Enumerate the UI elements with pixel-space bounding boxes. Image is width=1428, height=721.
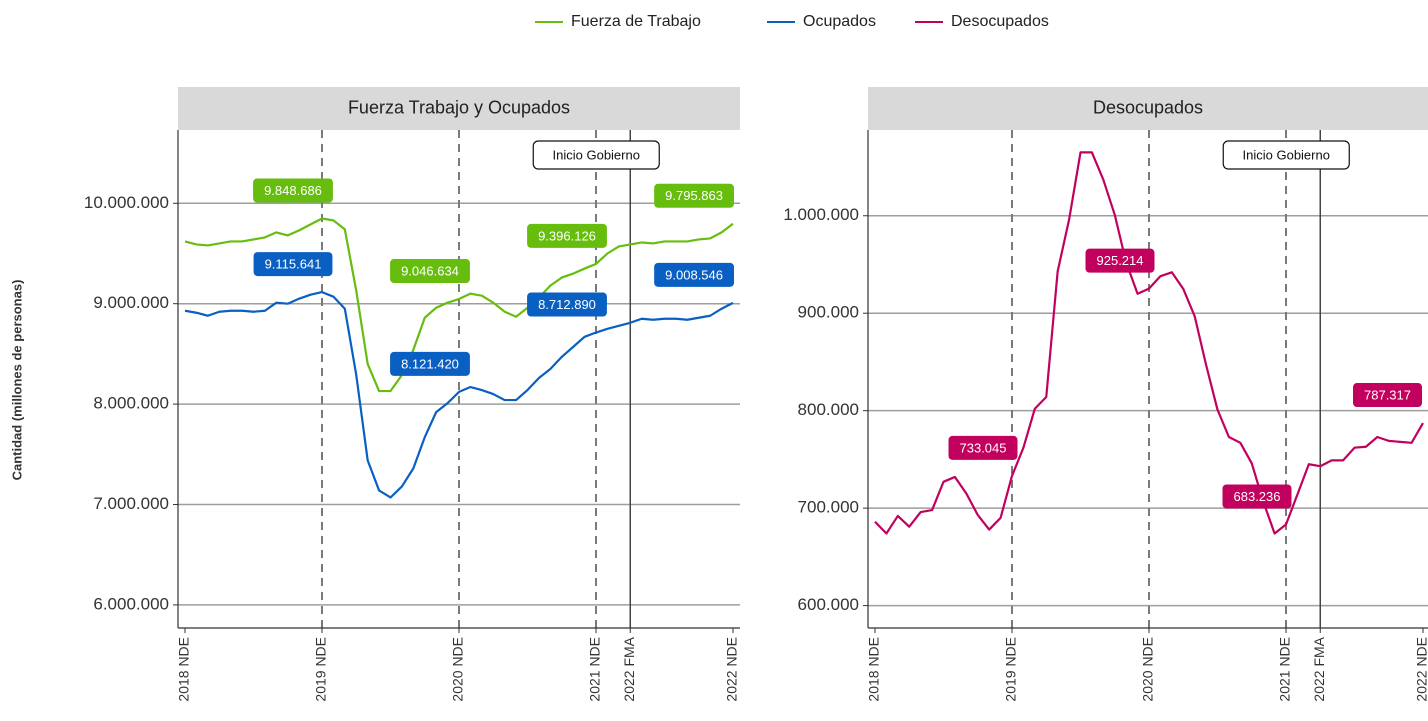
data-label: 9.008.546 bbox=[654, 262, 734, 287]
x-tick-label: 2022 FMA bbox=[1311, 636, 1327, 701]
data-label-text: 9.795.863 bbox=[665, 188, 723, 203]
x-tick-label: 2021 NDE bbox=[587, 637, 603, 702]
x-tick-label: 2022 FMA bbox=[621, 636, 637, 701]
data-label-text: 8.121.420 bbox=[401, 356, 459, 371]
y-tick-label: 600.000 bbox=[798, 595, 859, 614]
data-label-box bbox=[1353, 383, 1422, 408]
data-label-text: 9.115.641 bbox=[265, 257, 322, 272]
legend-label: Ocupados bbox=[803, 13, 876, 30]
data-label-text: 9.008.546 bbox=[665, 267, 723, 282]
y-tick-label: 1.000.000 bbox=[783, 205, 859, 224]
x-tick-label: 2018 NDE bbox=[866, 637, 882, 702]
facet-strip bbox=[868, 87, 1428, 130]
data-label: 787.317 bbox=[1353, 383, 1422, 408]
data-label-box bbox=[527, 292, 607, 317]
annotation-box bbox=[1222, 140, 1350, 170]
x-tick-label: 2019 NDE bbox=[313, 637, 329, 702]
data-label-text: 733.045 bbox=[960, 440, 1007, 455]
data-label: 9.115.641 bbox=[253, 252, 333, 277]
data-label: 9.396.126 bbox=[527, 223, 607, 248]
annotation-text: Inicio Gobierno bbox=[1243, 147, 1330, 162]
y-tick-label: 800.000 bbox=[798, 400, 859, 419]
y-tick-label: 8.000.000 bbox=[93, 394, 169, 413]
data-label-text: 925.214 bbox=[1097, 253, 1144, 268]
data-label: 9.848.686 bbox=[253, 178, 333, 203]
data-label-box bbox=[253, 252, 333, 277]
series-line bbox=[874, 151, 1424, 535]
data-label-text: 683.236 bbox=[1234, 489, 1281, 504]
y-tick-label: 7.000.000 bbox=[93, 494, 169, 513]
annotation-text: Inicio Gobierno bbox=[553, 147, 640, 162]
x-tick-label: 2022 NDE bbox=[724, 637, 740, 702]
data-label-box bbox=[390, 351, 470, 376]
y-tick-label: 700.000 bbox=[798, 498, 859, 517]
data-label: 683.236 bbox=[1222, 484, 1292, 509]
x-tick-label: 2021 NDE bbox=[1277, 637, 1293, 702]
x-tick-label: 2019 NDE bbox=[1003, 637, 1019, 702]
data-label: 8.121.420 bbox=[390, 351, 470, 376]
y-tick-label: 6.000.000 bbox=[93, 594, 169, 613]
data-label-text: 9.046.634 bbox=[401, 263, 459, 278]
legend-label: Fuerza de Trabajo bbox=[571, 13, 701, 30]
series-line bbox=[184, 217, 734, 393]
data-label-text: 9.396.126 bbox=[538, 228, 596, 243]
facet-title: Desocupados bbox=[1093, 97, 1203, 117]
x-tick-label: 2022 NDE bbox=[1414, 637, 1428, 702]
series-line bbox=[184, 290, 734, 499]
data-label-box bbox=[654, 262, 734, 287]
data-label-box bbox=[948, 435, 1018, 460]
facet-strip bbox=[178, 87, 740, 130]
data-label-box bbox=[253, 178, 333, 203]
x-tick-label: 2020 NDE bbox=[1140, 637, 1156, 702]
data-label: 8.712.890 bbox=[527, 292, 607, 317]
data-label-box bbox=[390, 259, 470, 284]
annotation-box bbox=[532, 140, 660, 170]
legend-label: Desocupados bbox=[951, 13, 1049, 30]
y-tick-label: 900.000 bbox=[798, 303, 859, 322]
data-label: 925.214 bbox=[1085, 248, 1155, 273]
data-label-box bbox=[654, 183, 734, 208]
data-label-box bbox=[527, 223, 607, 248]
data-label-box bbox=[1085, 248, 1155, 273]
facet-title: Fuerza Trabajo y Ocupados bbox=[348, 97, 570, 117]
data-label: 9.795.863 bbox=[654, 183, 734, 208]
y-axis-label: Cantidad (millones de personas) bbox=[9, 280, 24, 481]
data-label: 9.046.634 bbox=[390, 259, 470, 284]
data-label-text: 9.848.686 bbox=[264, 183, 322, 198]
y-tick-label: 10.000.000 bbox=[84, 193, 169, 212]
y-tick-label: 9.000.000 bbox=[93, 293, 169, 312]
x-tick-label: 2020 NDE bbox=[450, 637, 466, 702]
data-label: 733.045 bbox=[948, 435, 1018, 460]
data-label-text: 8.712.890 bbox=[538, 297, 596, 312]
x-tick-label: 2018 NDE bbox=[176, 637, 192, 702]
data-label-text: 787.317 bbox=[1364, 387, 1411, 402]
data-label-box bbox=[1222, 484, 1292, 509]
